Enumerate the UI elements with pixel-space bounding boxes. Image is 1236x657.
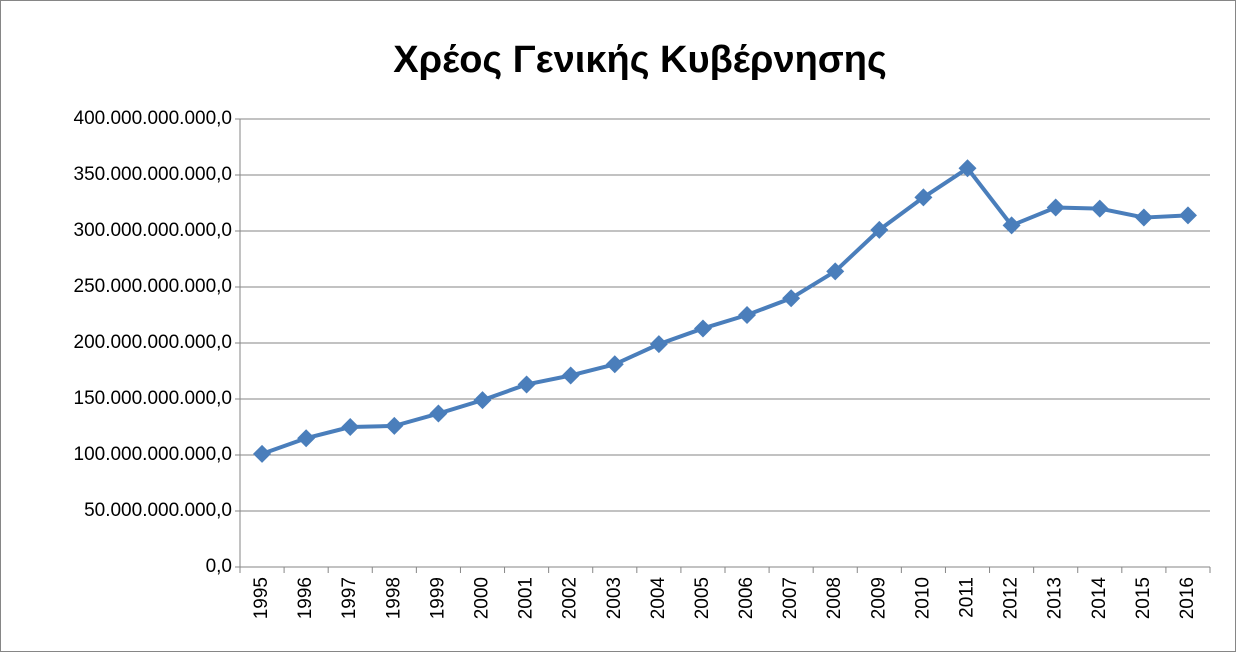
x-tick-label: 1998 [383, 577, 404, 619]
marker [297, 429, 316, 448]
marker [1134, 208, 1153, 227]
marker [473, 391, 492, 410]
marker [517, 375, 536, 394]
x-tick-label: 1999 [427, 577, 448, 619]
x-tick-label: 2008 [824, 577, 845, 619]
marker [1178, 206, 1197, 225]
marker [1046, 198, 1065, 217]
marker [870, 220, 889, 239]
x-tick-label: 1995 [251, 577, 272, 619]
marker [561, 366, 580, 385]
x-tick-label: 1997 [339, 577, 360, 619]
x-tick-label: 2005 [692, 577, 713, 619]
marker [649, 335, 668, 354]
y-tick-label: 50.000.000.000,0 [84, 500, 232, 521]
marker [693, 319, 712, 338]
y-tick-label: 200.000.000.000,0 [74, 332, 233, 353]
marker [738, 306, 757, 324]
x-tick-label: 2016 [1177, 577, 1198, 619]
x-tick-label: 2001 [516, 577, 537, 619]
marker [914, 188, 933, 207]
x-tick-label: 2009 [868, 577, 889, 619]
x-tick-label: 2004 [648, 577, 669, 620]
x-tick-label: 2015 [1133, 577, 1154, 619]
marker [429, 404, 448, 423]
marker [1090, 199, 1109, 218]
x-tick-label: 2003 [604, 577, 625, 619]
marker [958, 159, 977, 178]
marker [385, 416, 404, 435]
x-tick-label: 2014 [1089, 577, 1110, 620]
x-tick-label: 2007 [780, 577, 801, 619]
x-tick-label: 2011 [957, 577, 978, 618]
y-tick-label: 100.000.000.000,0 [74, 444, 233, 465]
line-series [261, 166, 1189, 456]
marker [605, 355, 624, 374]
x-tick-label: 1996 [295, 577, 316, 619]
x-tick-label: 2013 [1045, 577, 1066, 619]
y-tick-label: 300.000.000.000,0 [74, 220, 233, 241]
marker [826, 262, 845, 281]
marker [782, 289, 801, 308]
chart-title: Χρέος Γενικής Κυβέρνησης [393, 39, 887, 81]
marker [1002, 216, 1021, 235]
y-tick-label: 0,0 [206, 556, 232, 577]
marker [253, 444, 272, 463]
x-tick-label: 2002 [560, 577, 581, 619]
x-tick-label: 2006 [736, 577, 757, 619]
y-tick-label: 150.000.000.000,0 [74, 388, 233, 409]
y-tick-label: 250.000.000.000,0 [74, 276, 233, 297]
y-tick-label: 350.000.000.000,0 [74, 164, 233, 185]
x-tick-label: 2012 [1001, 577, 1022, 619]
x-tick-label: 2000 [472, 577, 493, 619]
marker [341, 418, 360, 436]
y-tick-label: 400.000.000.000,0 [74, 108, 233, 129]
x-tick-label: 2010 [912, 577, 933, 619]
